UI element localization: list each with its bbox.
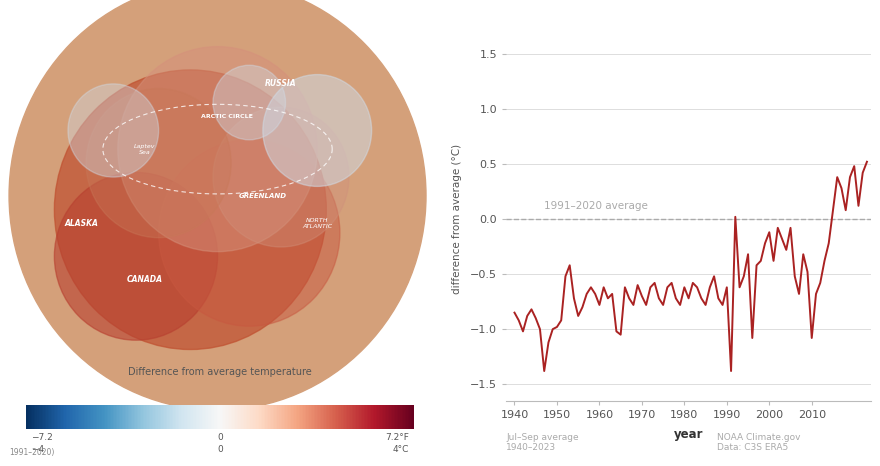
Text: −4: −4 <box>31 445 44 454</box>
Text: RUSSIA: RUSSIA <box>265 79 297 89</box>
Circle shape <box>55 172 217 340</box>
Circle shape <box>55 70 326 349</box>
Text: −7.2: −7.2 <box>31 433 53 442</box>
Circle shape <box>68 84 158 177</box>
Text: CANADA: CANADA <box>127 275 163 284</box>
Text: ARCTIC CIRCLE: ARCTIC CIRCLE <box>201 114 253 119</box>
Text: 4°C: 4°C <box>392 445 409 454</box>
Text: Jul–Sep average
1940–2023: Jul–Sep average 1940–2023 <box>506 432 579 452</box>
Text: NORTH
ATLANTIC: NORTH ATLANTIC <box>302 218 333 229</box>
Circle shape <box>86 89 231 238</box>
Circle shape <box>118 47 317 252</box>
Circle shape <box>158 140 340 326</box>
Text: Laptev
Sea: Laptev Sea <box>135 144 156 155</box>
Text: 0: 0 <box>217 445 223 454</box>
Text: ALASKA: ALASKA <box>64 219 99 228</box>
Text: NOAA Climate.gov
Data: C3S ERA5: NOAA Climate.gov Data: C3S ERA5 <box>717 432 801 452</box>
Text: Difference from average temperature: Difference from average temperature <box>128 368 312 377</box>
X-axis label: year: year <box>674 428 703 441</box>
Y-axis label: difference from average (°C): difference from average (°C) <box>451 144 462 294</box>
Text: 7.2°F: 7.2°F <box>385 433 409 442</box>
Text: 0: 0 <box>217 433 223 442</box>
Text: 1991–2020): 1991–2020) <box>9 448 55 457</box>
Circle shape <box>213 65 285 140</box>
Text: GREENLAND: GREENLAND <box>238 193 287 199</box>
Circle shape <box>263 75 371 186</box>
Circle shape <box>213 107 349 247</box>
Circle shape <box>9 0 426 410</box>
Text: 1991–2020 average: 1991–2020 average <box>544 201 648 211</box>
